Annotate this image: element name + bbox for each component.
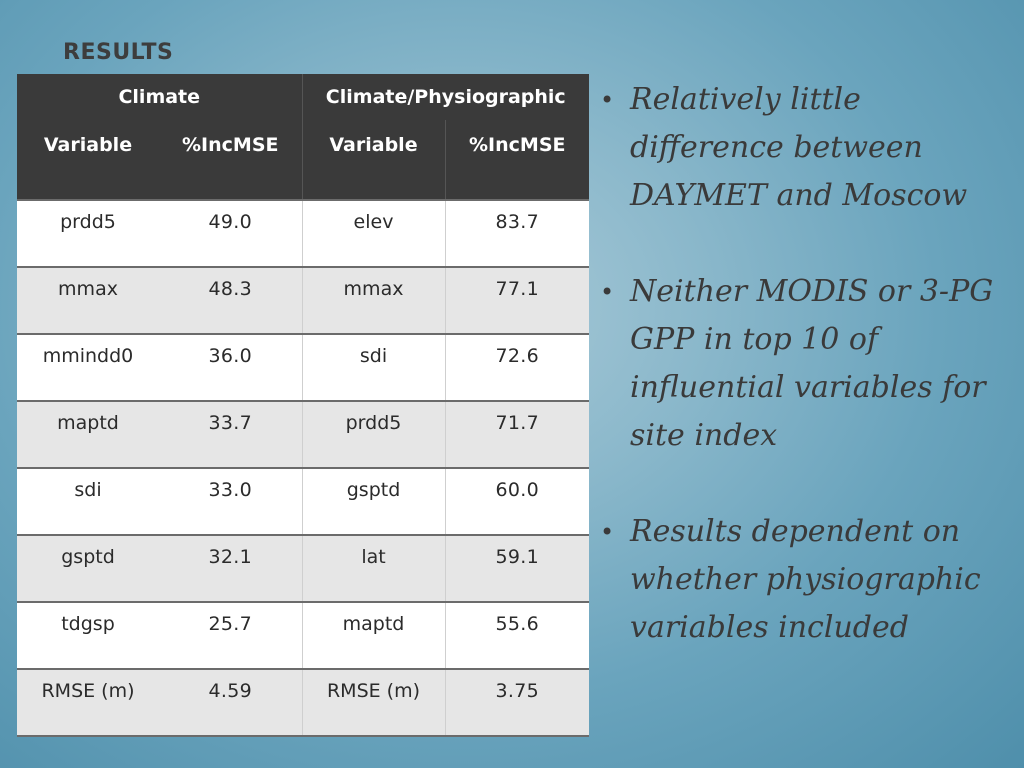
column-header: Variable: [301, 120, 445, 200]
table-row: maptd 33.7 prdd5 71.7: [17, 400, 589, 468]
group-header-row: Climate Climate/Physiographic: [17, 74, 589, 120]
table-cell: gsptd: [17, 534, 159, 602]
bullet-text: Relatively little difference between DAY…: [630, 82, 968, 213]
table-row: prdd5 49.0 elev 83.7: [17, 199, 589, 267]
table-cell: 25.7: [159, 601, 302, 669]
column-header: %IncMSE: [159, 120, 302, 200]
column-header: %IncMSE: [444, 120, 589, 200]
table-row: mmindd0 36.0 sdi 72.6: [17, 333, 589, 401]
table-cell: 60.0: [444, 467, 589, 535]
bullet-item: • Relatively little difference between D…: [600, 76, 1015, 220]
table-cell: sdi: [17, 467, 159, 535]
table-cell: sdi: [301, 333, 445, 401]
table-cell: 83.7: [444, 199, 589, 267]
table-cell: prdd5: [17, 199, 159, 267]
table-cell: 49.0: [159, 199, 302, 267]
table-cell: gsptd: [301, 467, 445, 535]
table-cell: tdgsp: [17, 601, 159, 669]
table-cell: 36.0: [159, 333, 302, 401]
group-header-climate-physiographic: Climate/Physiographic: [301, 74, 589, 120]
slide-title: RESULTS: [63, 40, 174, 65]
table-cell: lat: [301, 534, 445, 602]
table-cell: 33.0: [159, 467, 302, 535]
table-row: sdi 33.0 gsptd 60.0: [17, 467, 589, 535]
table-row-rmse: RMSE (m) 4.59 RMSE (m) 3.75: [17, 668, 589, 737]
table-cell: RMSE (m): [17, 668, 159, 737]
table-cell: RMSE (m): [301, 668, 445, 737]
table-cell: mmax: [301, 266, 445, 334]
table-cell: 48.3: [159, 266, 302, 334]
table-cell: 72.6: [444, 333, 589, 401]
table-cell: prdd5: [301, 400, 445, 468]
table-cell: elev: [301, 199, 445, 267]
table-cell: 59.1: [444, 534, 589, 602]
bullet-dot-icon: •: [600, 518, 615, 546]
bullet-item: • Neither MODIS or 3-PG GPP in top 10 of…: [600, 268, 1015, 460]
bullet-text: Results dependent on whether physiograph…: [630, 514, 981, 645]
table-cell: maptd: [301, 601, 445, 669]
bullet-item: • Results dependent on whether physiogra…: [600, 508, 1015, 652]
table-cell: mmax: [17, 266, 159, 334]
group-header-climate: Climate: [17, 74, 302, 120]
table-cell: mmindd0: [17, 333, 159, 401]
table-cell: 32.1: [159, 534, 302, 602]
column-header-row: Variable %IncMSE Variable %IncMSE: [17, 120, 589, 200]
table-cell: 55.6: [444, 601, 589, 669]
table-cell: 3.75: [444, 668, 589, 737]
bullet-dot-icon: •: [600, 86, 615, 114]
table-cell: 71.7: [444, 400, 589, 468]
table-cell: 4.59: [159, 668, 302, 737]
table-row: mmax 48.3 mmax 77.1: [17, 266, 589, 334]
table-row: gsptd 32.1 lat 59.1: [17, 534, 589, 602]
bullet-list: • Relatively little difference between D…: [600, 76, 1015, 700]
bullet-dot-icon: •: [600, 278, 615, 306]
table-cell: maptd: [17, 400, 159, 468]
bullet-text: Neither MODIS or 3-PG GPP in top 10 of i…: [630, 274, 994, 453]
table-row: tdgsp 25.7 maptd 55.6: [17, 601, 589, 669]
table-cell: 77.1: [444, 266, 589, 334]
results-table: Climate Climate/Physiographic Variable %…: [17, 74, 589, 737]
column-header: Variable: [17, 120, 159, 200]
table-cell: 33.7: [159, 400, 302, 468]
